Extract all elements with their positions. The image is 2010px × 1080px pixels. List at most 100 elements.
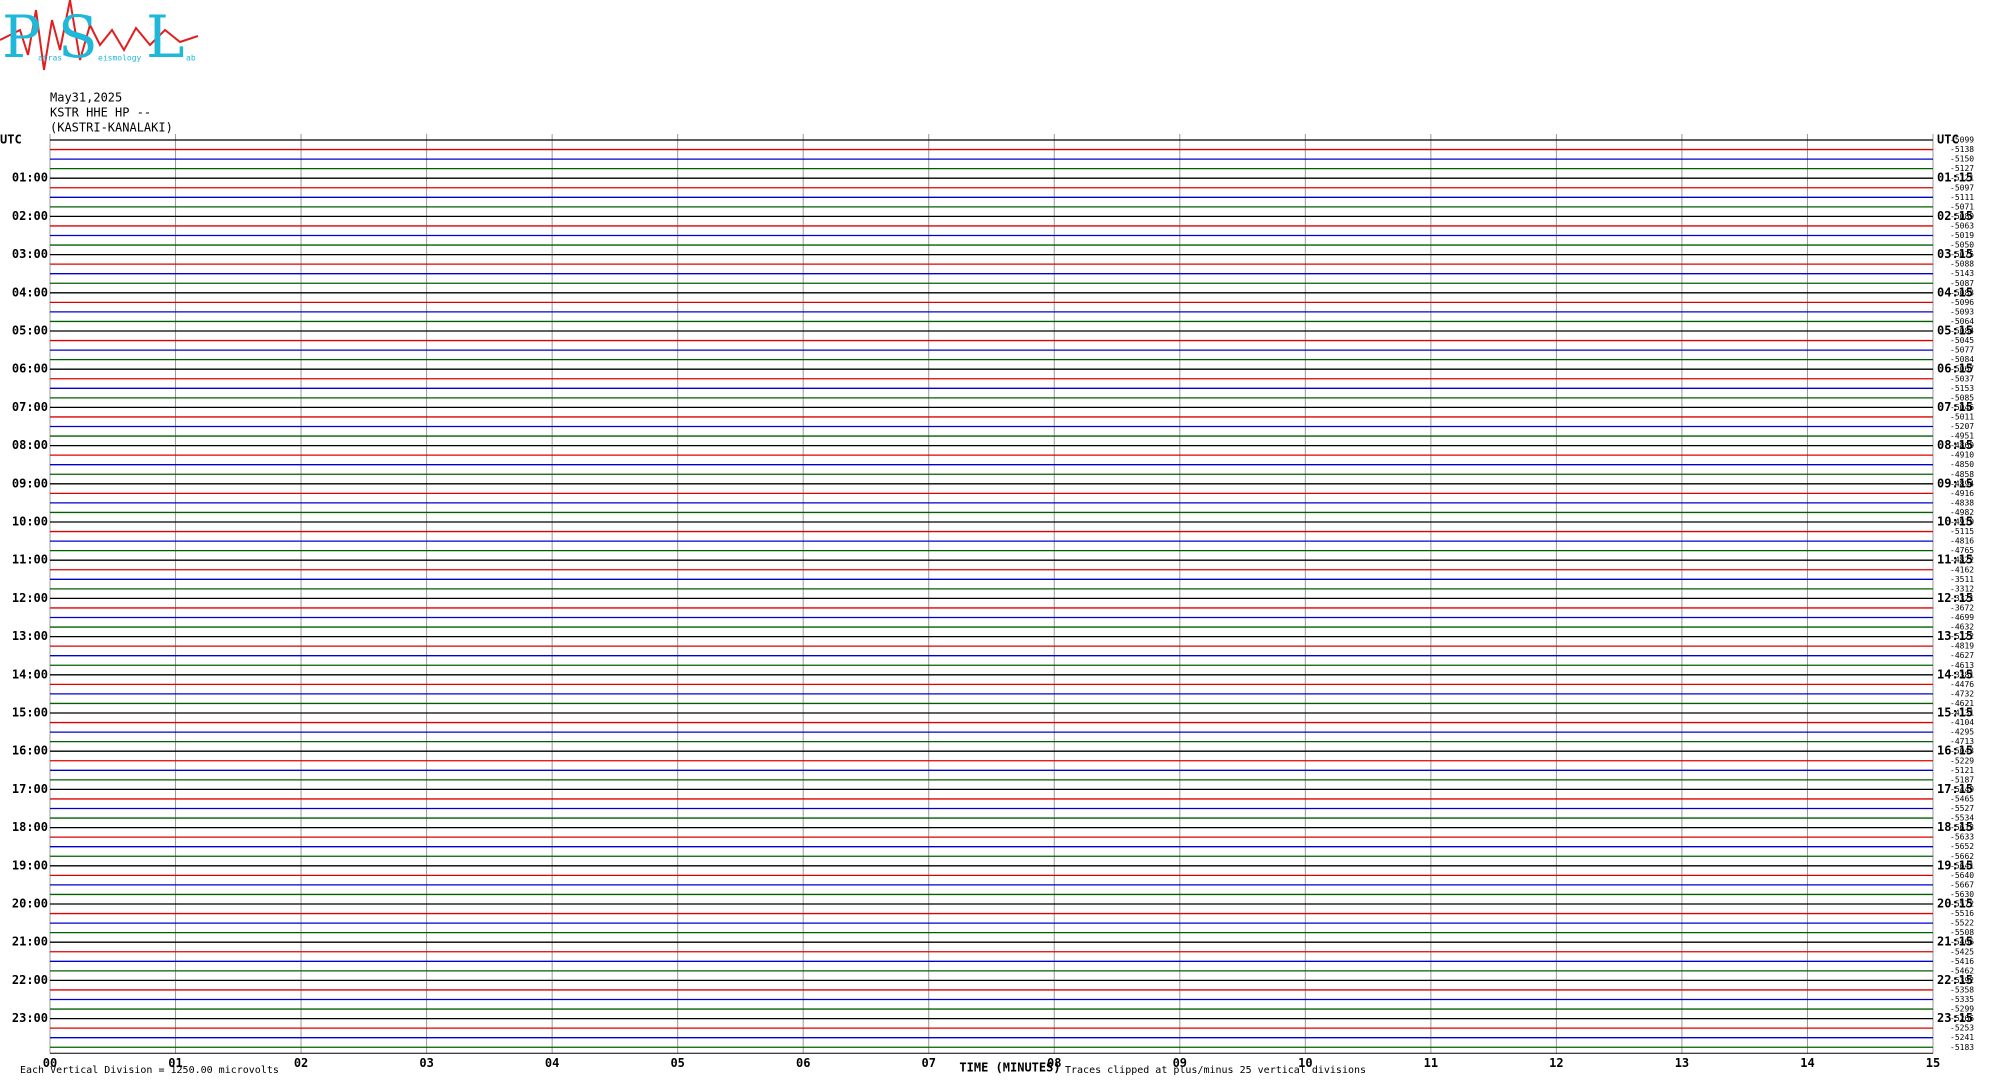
clip-note: Traces clipped at plus/minus 25 vertical…: [1065, 1065, 1366, 1076]
trace-offset: -4131: [1950, 709, 1974, 718]
x-tick-label: 00: [43, 1056, 57, 1070]
trace-offset: -4295: [1950, 728, 1974, 737]
trace-offset: -5122: [1950, 632, 1974, 641]
trace-offset: -5229: [1950, 756, 1974, 765]
trace-offset: -5153: [1950, 384, 1974, 393]
trace-offset: -4910: [1950, 451, 1974, 460]
trace-offset: -4819: [1950, 642, 1974, 651]
logo-letter: P: [2, 3, 41, 71]
time-label: 13:15: [1937, 629, 1973, 643]
trace-offset: -5077: [1950, 346, 1974, 355]
station: KSTR HHE HP --: [50, 106, 151, 120]
time-label: 11:00: [12, 553, 48, 567]
trace-offset: -5063: [1950, 221, 1974, 230]
trace-offset: -4699: [1950, 613, 1974, 622]
trace-offset: -4850: [1950, 460, 1974, 469]
time-label: 21:00: [12, 935, 48, 949]
x-tick-label: 02: [294, 1056, 308, 1070]
x-tick-label: 11: [1424, 1056, 1438, 1070]
time-label: 23:00: [12, 1011, 48, 1025]
trace-offset: -5050: [1950, 241, 1974, 250]
time-label: 05:15: [1937, 324, 1973, 338]
time-label: 23:15: [1937, 1011, 1973, 1025]
location: (KASTRI-KANALAKI): [50, 121, 173, 135]
time-label: 07:00: [12, 400, 48, 414]
trace-offset: -5516: [1950, 909, 1974, 918]
time-label: 12:15: [1937, 591, 1973, 605]
trace-offset: -5241: [1950, 1033, 1974, 1042]
x-tick-label: 04: [545, 1056, 559, 1070]
trace-offset: -5335: [1950, 995, 1974, 1004]
x-tick-label: 14: [1800, 1056, 1814, 1070]
trace-offset: -5097: [1950, 183, 1974, 192]
time-label: 12:00: [12, 591, 48, 605]
trace-offset: -5253: [1950, 1024, 1974, 1033]
time-label: 17:00: [12, 782, 48, 796]
time-label: 15:00: [12, 706, 48, 720]
logo-word: eismology: [98, 54, 142, 63]
time-label: 19:00: [12, 858, 48, 872]
trace-offset: -4627: [1950, 651, 1974, 660]
trace-offset: -3511: [1950, 575, 1974, 584]
trace-offset: -5083: [1950, 288, 1974, 297]
trace-offset: -5150: [1950, 155, 1974, 164]
trace-offset: -4951: [1950, 432, 1974, 441]
time-label: 03:15: [1937, 247, 1973, 261]
date: May31,2025: [50, 91, 122, 105]
trace-offset: -5121: [1950, 766, 1974, 775]
trace-offset: -4104: [1950, 718, 1974, 727]
x-tick-label: 08: [1047, 1056, 1061, 1070]
time-label: 16:15: [1937, 744, 1973, 758]
time-label: 04:00: [12, 285, 48, 299]
time-label: 21:15: [1937, 935, 1973, 949]
trace-offset: -5075: [1950, 250, 1974, 259]
trace-offset: -5096: [1950, 298, 1974, 307]
time-label: UTC: [0, 133, 22, 147]
trace-offset: -5522: [1950, 919, 1974, 928]
trace-offset: -5187: [1950, 775, 1974, 784]
trace-offset: -5043: [1950, 747, 1974, 756]
time-label: 18:00: [12, 820, 48, 834]
trace-offset: -5572: [1950, 900, 1974, 909]
scale-note: Each Vertical Division = 1250.00 microvo…: [20, 1065, 279, 1076]
logo: P atras S eismology L ab: [0, 0, 199, 71]
trace-offset: -4162: [1950, 565, 1974, 574]
trace-offset: -5633: [1950, 833, 1974, 842]
trace-offset: -5462: [1950, 966, 1974, 975]
trace-offset: -5266: [1950, 1014, 1974, 1023]
trace-offset: -4916: [1950, 489, 1974, 498]
trace-offset: -5111: [1950, 193, 1974, 202]
trace-offset: -5416: [1950, 957, 1974, 966]
time-label: 19:15: [1937, 858, 1973, 872]
time-label: 20:00: [12, 897, 48, 911]
trace-offset: -5089: [1950, 212, 1974, 221]
trace-offset: -3381: [1950, 670, 1974, 679]
trace-offset: -5115: [1950, 527, 1974, 536]
time-label: 10:00: [12, 515, 48, 529]
x-tick-label: 15: [1926, 1056, 1940, 1070]
trace-offset: -4765: [1950, 546, 1974, 555]
time-label: 06:00: [12, 362, 48, 376]
time-label: 01:00: [12, 171, 48, 185]
logo-wave: [0, 0, 199, 71]
trace-offset: -5641: [1950, 861, 1974, 870]
x-tick-label: 09: [1173, 1056, 1187, 1070]
x-tick-label: 13: [1675, 1056, 1689, 1070]
trace-offset: -3312: [1950, 584, 1974, 593]
trace-offset: -4894: [1950, 479, 1974, 488]
trace-offset: -5088: [1950, 260, 1974, 269]
time-label: 11:15: [1937, 553, 1973, 567]
trace-offset: -5207: [1950, 422, 1974, 431]
trace-offset: -5084: [1950, 327, 1974, 336]
trace-offset: -5067: [1950, 365, 1974, 374]
trace-offset: -4869: [1950, 441, 1974, 450]
trace-offset: -5085: [1950, 393, 1974, 402]
time-label: UTC: [1937, 133, 1959, 147]
trace-offset: -5630: [1950, 890, 1974, 899]
trace-offset: -3672: [1950, 603, 1974, 612]
time-label: 14:15: [1937, 667, 1973, 681]
trace-offset: -5466: [1950, 938, 1974, 947]
logo-word: atras: [38, 54, 62, 63]
x-tick-label: 12: [1549, 1056, 1563, 1070]
trace-offset: -5534: [1950, 814, 1974, 823]
